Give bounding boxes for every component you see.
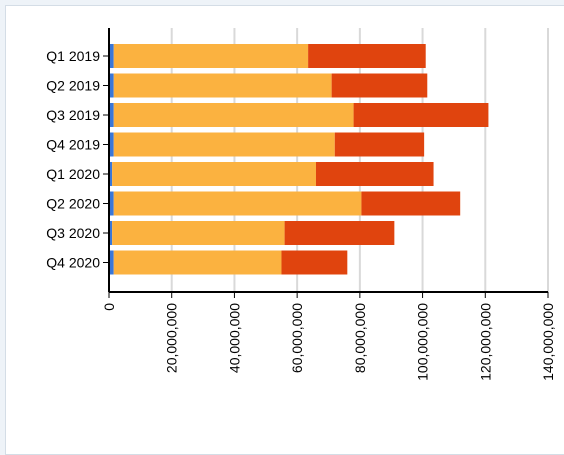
bar-3-series-2 <box>334 132 425 157</box>
y-tick-label: Q1 2020 <box>46 166 100 182</box>
x-tick-label: 40,000,000 <box>226 303 242 373</box>
bar-6-series-2 <box>284 221 395 245</box>
bar-3-series-0 <box>109 132 114 157</box>
bar-4-series-1 <box>112 162 316 186</box>
bar-5-series-0 <box>109 191 114 216</box>
bar-5-series-1 <box>113 191 362 216</box>
bar-2-series-0 <box>109 103 114 127</box>
bar-7-series-0 <box>109 250 114 275</box>
y-tick-label: Q2 2020 <box>46 196 100 212</box>
bar-series <box>109 44 489 275</box>
x-tick-label: 60,000,000 <box>289 303 305 373</box>
x-tick-label: 80,000,000 <box>352 303 368 373</box>
x-tick-label: 120,000,000 <box>477 303 493 381</box>
bar-1-series-1 <box>113 73 332 98</box>
x-tick-label: 0 <box>101 303 117 311</box>
x-tick-label: 100,000,000 <box>415 303 431 381</box>
bar-1-series-2 <box>331 73 428 98</box>
x-tick-label: 20,000,000 <box>164 303 180 373</box>
bar-4-series-0 <box>109 162 113 186</box>
y-tick-label: Q3 2019 <box>46 107 100 123</box>
bar-2-series-2 <box>353 103 489 127</box>
x-tick-label: 140,000,000 <box>540 303 556 381</box>
y-tick-label: Q3 2020 <box>46 225 100 241</box>
y-tick-label: Q2 2019 <box>46 78 100 94</box>
bar-6-series-1 <box>112 221 285 245</box>
gridlines <box>170 28 549 292</box>
bar-7-series-1 <box>113 250 282 275</box>
bar-4-series-2 <box>315 162 434 186</box>
bar-0-series-1 <box>113 44 309 68</box>
bar-5-series-2 <box>361 191 461 216</box>
y-tick-label: Q4 2020 <box>46 255 100 271</box>
bar-0-series-0 <box>109 44 114 68</box>
bar-7-series-2 <box>281 250 348 275</box>
bar-1-series-0 <box>109 73 114 98</box>
bar-6-series-0 <box>109 221 113 245</box>
y-tick-label: Q4 2019 <box>46 137 100 153</box>
y-tick-label: Q1 2019 <box>46 48 100 64</box>
bar-0-series-2 <box>308 44 426 68</box>
axes <box>103 28 549 298</box>
tick-labels: Q1 2019 Q2 2019 Q3 2019 Q4 2019 Q1 2020 Q2 20… <box>46 48 556 381</box>
bar-2-series-1 <box>113 103 354 127</box>
bar-3-series-1 <box>113 132 335 157</box>
